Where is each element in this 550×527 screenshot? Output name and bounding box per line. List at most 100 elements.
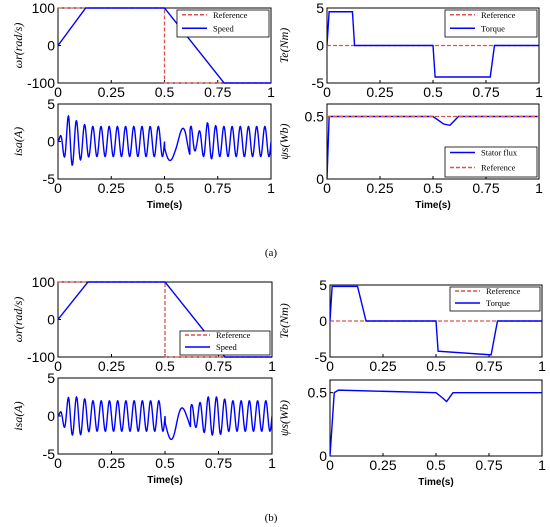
- a-current-x-tick-label: 1: [267, 180, 275, 196]
- a-flux-y-tick-label: 0: [316, 171, 324, 187]
- caption-a: (a): [265, 247, 278, 259]
- a-current-x-tick-label: 0.5: [155, 180, 175, 196]
- b-speed-legend-label-speed: Speed: [216, 342, 238, 352]
- b-torque-series-group: [330, 285, 542, 356]
- a-speed-x-tick-label: 0.5: [155, 84, 175, 100]
- b-speed-legend-label-reference: Reference: [216, 330, 251, 340]
- a-torque-series-group: [327, 11, 539, 78]
- b-torque-legend: Reference Torque: [449, 286, 541, 312]
- b-flux-x-tick-label: 0.25: [369, 457, 396, 473]
- chart-b-flux: 0 0.25 0.5 0.75 1 0.5 0 ψs(Wb) Time(s): [277, 379, 546, 488]
- b-speed-series-speed-line: [58, 281, 272, 358]
- b-speed-x-tick-label: 0.25: [98, 358, 125, 374]
- a-current-y-axis-label: isa(A): [11, 127, 25, 156]
- b-torque-x-tick-label: 0.75: [475, 358, 502, 374]
- b-flux-y-axis-label: ψs(Wb): [277, 400, 291, 436]
- a-torque-x-tick-label: 1: [535, 84, 543, 100]
- b-current-x-tick-label: 0.5: [155, 455, 175, 471]
- b-speed-y-axis-label: ωr(rad/s): [11, 297, 25, 343]
- b-torque-y-axis-label: Te(Nm): [277, 303, 291, 339]
- b-speed-x-tick-label: 0.75: [205, 358, 232, 374]
- a-flux-x-tick-label: 1: [535, 180, 543, 196]
- b-current-y-tick-label: -5: [43, 446, 56, 462]
- a-current-x-tick-label: 0.25: [98, 180, 125, 196]
- chart-a-flux: 0 0.25 0.5 0.75 1 0.5 0 ψs(Wb) Time(s) Stator flu…: [277, 103, 543, 211]
- a-torque-x-tick-label: 0.75: [472, 84, 499, 100]
- a-flux-x-tick-label: 0.25: [366, 180, 393, 196]
- b-torque-x-tick-label: 0.5: [426, 358, 446, 374]
- a-torque-y-axis-label: Te(Nm): [277, 28, 291, 64]
- b-speed-x-tick-label: 0: [54, 358, 62, 374]
- a-torque-series-torque-line: [327, 11, 539, 78]
- a-flux-x-axis-label: Time(s): [415, 200, 450, 211]
- a-torque-x-tick-label: 0.5: [423, 84, 443, 100]
- a-speed-series-speed-line: [58, 7, 271, 84]
- a-torque-y-tick-label: 5: [316, 0, 324, 16]
- b-flux-series-signal-line: [330, 389, 542, 457]
- a-current-y-tick-label: 0: [47, 134, 55, 150]
- a-torque-y-tick-label: -5: [312, 75, 325, 91]
- b-current-x-tick-label: 0: [54, 455, 62, 471]
- a-speed-x-tick-label: 0.75: [204, 84, 231, 100]
- a-current-x-tick-label: 0: [54, 180, 62, 196]
- b-current-x-tick-label: 1: [268, 455, 276, 471]
- b-flux-x-tick-label: 0: [326, 457, 334, 473]
- b-flux-x-axis-label: Time(s): [418, 477, 453, 488]
- b-flux-y-tick-label: 0.5: [308, 385, 328, 401]
- b-flux-y-tick-label: 0: [319, 448, 327, 464]
- b-current-y-axis-label: isa(A): [11, 401, 25, 430]
- a-speed-x-tick-label: 0: [54, 84, 62, 100]
- a-torque-x-tick-label: 0: [323, 84, 331, 100]
- b-current-x-tick-label: 0.75: [205, 455, 232, 471]
- b-speed-x-tick-label: 1: [268, 358, 276, 374]
- b-flux-series-group: [330, 389, 542, 457]
- b-torque-y-tick-label: -5: [315, 349, 328, 365]
- a-flux-x-tick-label: 0.5: [423, 180, 443, 196]
- chart-a-speed: 0 0.25 0.5 0.75 11000-100ωr(rad/s)ReferenceS…: [11, 0, 275, 100]
- a-flux-legend: Stator flux Reference: [444, 146, 538, 178]
- a-flux-y-axis-label: ψs(Wb): [277, 123, 291, 159]
- a-current-series-signal-line: [58, 114, 271, 167]
- b-speed-y-tick-label: 0: [47, 312, 55, 328]
- a-torque-legend-label-reference: Reference: [481, 10, 516, 20]
- a-speed-series-group: [58, 7, 271, 84]
- b-current-x-tick-label: 0.25: [98, 455, 125, 471]
- b-current-y-tick-label: 0: [47, 408, 55, 424]
- caption-b: (b): [265, 512, 278, 524]
- b-speed-y-tick-label: 100: [32, 274, 56, 290]
- a-speed-y-axis-label: ωr(rad/s): [11, 23, 25, 69]
- a-current-y-tick-label: 5: [47, 96, 55, 112]
- b-current-y-tick-label: 5: [47, 370, 55, 386]
- a-speed-legend: Reference Speed: [176, 9, 270, 38]
- a-current-series-group: [58, 114, 271, 167]
- a-speed-y-tick-label: -100: [27, 75, 55, 91]
- a-torque-y-tick-label: 0: [316, 38, 324, 54]
- b-speed-series-group: [58, 281, 272, 358]
- a-flux-legend-label-stator-flux: Stator flux: [481, 148, 518, 158]
- a-flux-x-tick-label: 0: [323, 180, 331, 196]
- b-torque-legend-label-reference: Reference: [486, 286, 521, 296]
- a-speed-x-tick-label: 1: [267, 84, 275, 100]
- b-current-series-group: [58, 395, 272, 441]
- b-torque-legend-label-torque: Torque: [486, 298, 510, 308]
- a-torque-legend: Reference Torque: [444, 9, 538, 38]
- a-speed-legend-label-reference: Reference: [213, 10, 248, 20]
- a-flux-x-tick-label: 0.75: [472, 180, 499, 196]
- a-flux-series-group: [327, 115, 539, 180]
- b-current-x-axis-label: Time(s): [147, 475, 182, 486]
- a-speed-legend-label-speed: Speed: [213, 23, 235, 33]
- a-current-x-axis-label: Time(s): [147, 200, 182, 211]
- b-speed-series-reference-line: [58, 281, 272, 358]
- a-speed-y-tick-label: 0: [47, 38, 55, 54]
- b-speed-x-tick-label: 0.5: [155, 358, 175, 374]
- b-torque-x-tick-label: 1: [538, 358, 546, 374]
- a-torque-legend-label-torque: Torque: [481, 23, 505, 33]
- b-speed-y-tick-label: -100: [27, 349, 55, 365]
- a-current-y-tick-label: -5: [43, 171, 56, 187]
- b-torque-x-tick-label: 0.25: [369, 358, 396, 374]
